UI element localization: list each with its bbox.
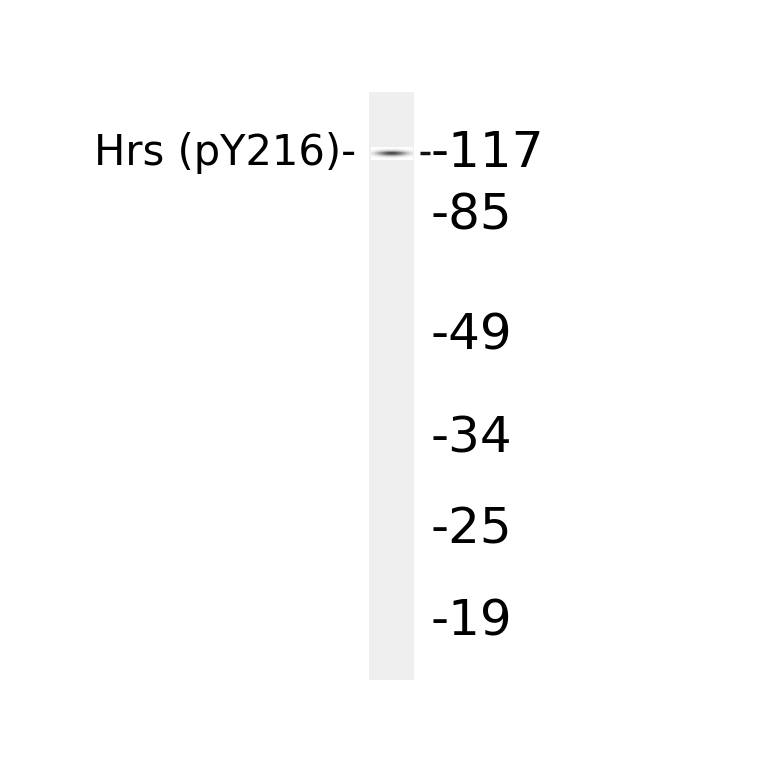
Text: -25: -25 xyxy=(430,506,512,554)
Bar xyxy=(369,92,414,680)
Text: -34: -34 xyxy=(430,415,512,463)
Text: -19: -19 xyxy=(430,597,512,645)
Text: Hrs (pY216)-: Hrs (pY216)- xyxy=(94,132,356,174)
Text: -85: -85 xyxy=(430,191,512,239)
Text: -117: -117 xyxy=(430,129,543,177)
Text: -49: -49 xyxy=(430,312,512,360)
